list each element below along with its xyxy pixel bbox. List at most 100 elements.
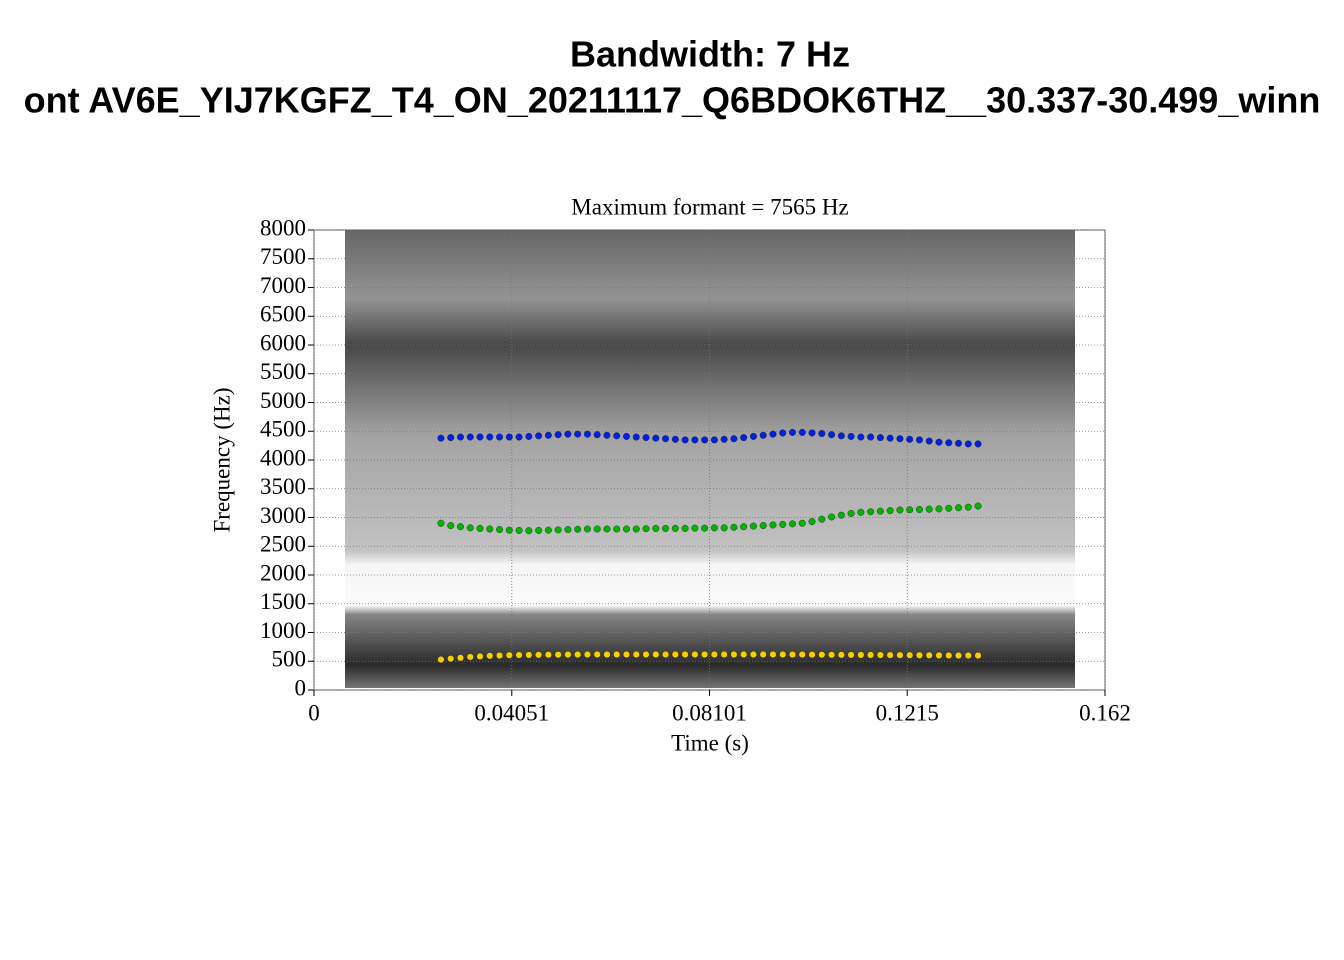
formant-point (496, 526, 504, 534)
formant-point (779, 650, 787, 658)
formant-point (837, 432, 845, 440)
formant-point (710, 650, 718, 658)
chart-title: Bandwidth: 7 Hz (570, 34, 850, 75)
formant-point (574, 525, 582, 533)
formant-point (525, 432, 533, 440)
formant-point (622, 432, 630, 440)
formant-point (769, 521, 777, 529)
y-tick-label: 7000 (260, 273, 306, 298)
formant-point (564, 651, 572, 659)
formant-point (671, 435, 679, 443)
formant-point (935, 651, 943, 659)
formant-point (896, 651, 904, 659)
formant-point (681, 436, 689, 444)
formant-point (720, 650, 728, 658)
formant-point (955, 439, 963, 447)
formant-point (779, 429, 787, 437)
formant-point (691, 436, 699, 444)
formant-point (515, 433, 523, 441)
formant-point (749, 522, 757, 530)
formant-point (886, 507, 894, 515)
formant-point (769, 430, 777, 438)
formant-point (818, 651, 826, 659)
formant-point (710, 436, 718, 444)
formant-point (945, 504, 953, 512)
formant-point (818, 430, 826, 438)
formant-point (613, 525, 621, 533)
spectrogram (345, 230, 1075, 688)
formant-point (662, 650, 670, 658)
formant-point (486, 525, 494, 533)
formant-point (906, 651, 914, 659)
formant-point (515, 526, 523, 534)
formant-point (603, 525, 611, 533)
formant-point (867, 433, 875, 441)
formant-point (955, 652, 963, 660)
formant-point (847, 509, 855, 517)
formant-point (544, 526, 552, 534)
formant-point (632, 525, 640, 533)
formant-point (730, 650, 738, 658)
formant-point (505, 651, 513, 659)
formant-point (622, 525, 630, 533)
formant-point (622, 650, 630, 658)
y-tick-label: 4000 (260, 445, 306, 470)
formant-point (847, 651, 855, 659)
y-tick-label: 2000 (260, 560, 306, 585)
formant-point (496, 433, 504, 441)
formant-point (896, 435, 904, 443)
formant-point (662, 435, 670, 443)
y-tick-label: 5000 (260, 388, 306, 413)
formant-point (720, 435, 728, 443)
formant-point (613, 650, 621, 658)
formant-point (681, 650, 689, 658)
y-tick-label: 5500 (260, 359, 306, 384)
formant-point (789, 428, 797, 436)
formant-point (740, 650, 748, 658)
formant-point (710, 524, 718, 532)
formant-point (476, 433, 484, 441)
formant-point (437, 656, 445, 664)
formant-point (955, 504, 963, 512)
chart-subtitle: Maximum formant = 7565 Hz (571, 194, 848, 219)
formant-point (535, 432, 543, 440)
formant-point (740, 523, 748, 531)
formant-point (896, 506, 904, 514)
formant-point (593, 525, 601, 533)
formant-point (857, 651, 865, 659)
formant-point (486, 652, 494, 660)
formant-point (554, 651, 562, 659)
formant-point (486, 433, 494, 441)
formant-point (583, 430, 591, 438)
formant-point (613, 432, 621, 440)
formant-point (759, 431, 767, 439)
formant-point (759, 522, 767, 530)
formant-point (740, 434, 748, 442)
formant-point (857, 508, 865, 516)
formant-point (476, 652, 484, 660)
formant-point (662, 524, 670, 532)
formant-point (974, 440, 982, 448)
formant-point (583, 525, 591, 533)
formant-point (867, 651, 875, 659)
y-tick-label: 2500 (260, 532, 306, 557)
formant-point (564, 526, 572, 534)
formant-point (876, 434, 884, 442)
formant-point (593, 431, 601, 439)
formant-point (535, 526, 543, 534)
y-tick-label: 7500 (260, 244, 306, 269)
formant-point (701, 436, 709, 444)
y-tick-label: 1000 (260, 618, 306, 643)
formant-point (886, 434, 894, 442)
formant-point (691, 524, 699, 532)
formant-point (632, 433, 640, 441)
formant-point (876, 651, 884, 659)
formant-point (525, 651, 533, 659)
formant-point (603, 431, 611, 439)
formant-point (525, 527, 533, 535)
y-tick-label: 6500 (260, 302, 306, 327)
formant-point (730, 523, 738, 531)
formant-point (466, 524, 474, 532)
formant-point (847, 432, 855, 440)
formant-point (652, 650, 660, 658)
